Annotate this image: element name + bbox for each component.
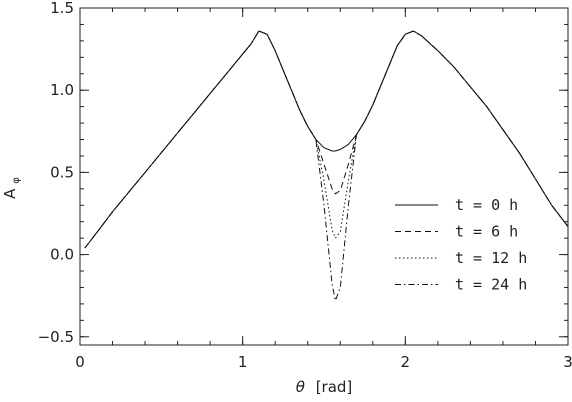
axis-tick-labels: 0 1 2 3 −0.5 0.0 0.5 1.0 1.5 [38,0,572,371]
x-tick-label: 0 [75,353,85,371]
series-line-2 [84,30,569,249]
plot-frame [79,7,569,346]
y-tick-label: 1.5 [50,0,74,17]
legend-label-2: t = 12 h [455,249,527,267]
series-layer [84,30,569,302]
y-axis-symbol: A [1,188,19,199]
legend-label-0: t = 0 h [455,196,518,214]
legend-label-1: t = 6 h [455,223,518,241]
y-tick-label: 1.0 [50,81,74,99]
x-tick-label: 1 [238,353,248,371]
y-axis-subscript: φ [11,177,22,184]
x-axis-unit: [rad] [316,378,353,396]
axis-ticks [79,7,569,345]
x-tick-label: 2 [401,353,411,371]
y-tick-label: −0.5 [38,328,74,346]
series-line-1 [84,30,569,249]
x-tick-label: 3 [563,353,572,371]
series-line-0 [84,30,569,249]
y-axis-label: A φ [1,177,22,199]
x-axis-label: θ [rad] [296,378,353,396]
legend: t = 0 h t = 6 h t = 12 h t = 24 h [395,196,527,294]
x-axis-symbol: θ [296,378,305,396]
y-tick-label: 0.0 [50,246,74,264]
legend-label-3: t = 24 h [455,276,527,294]
y-tick-label: 0.5 [50,163,74,181]
